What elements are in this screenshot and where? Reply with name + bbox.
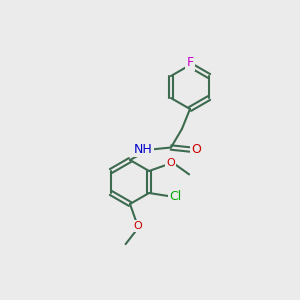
Text: NH: NH — [134, 143, 152, 156]
Text: O: O — [167, 158, 175, 168]
Text: O: O — [133, 221, 142, 231]
Text: F: F — [186, 56, 194, 70]
Text: Cl: Cl — [169, 190, 181, 203]
Text: O: O — [191, 143, 201, 156]
